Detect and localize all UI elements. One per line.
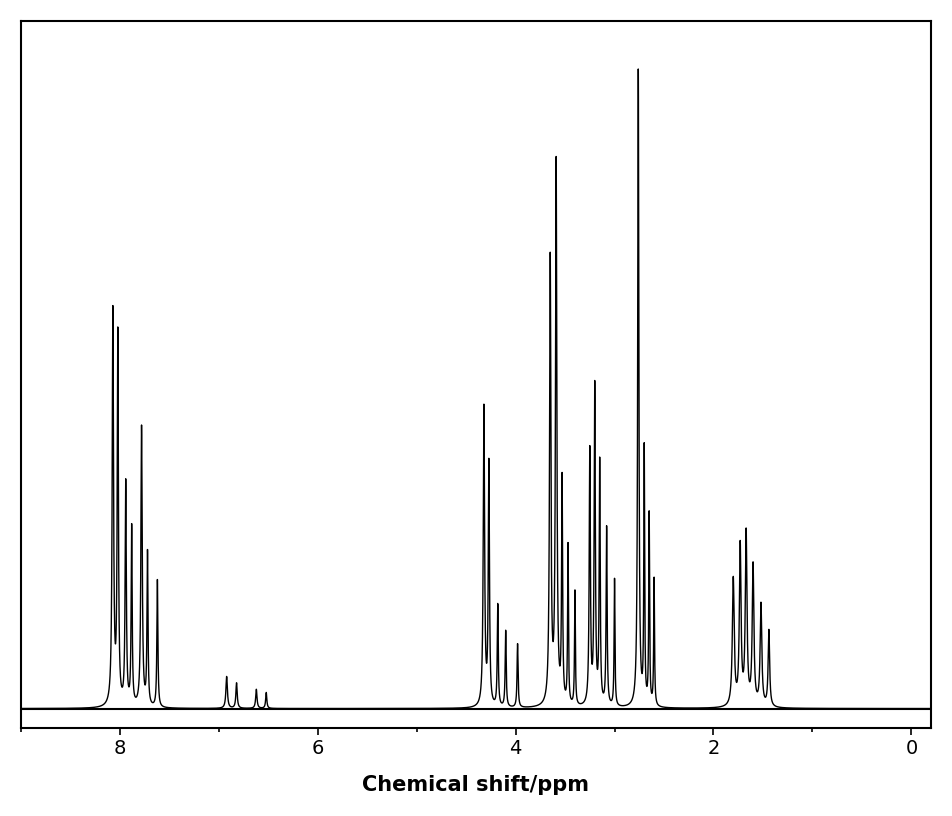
- X-axis label: Chemical shift/ppm: Chemical shift/ppm: [363, 775, 589, 795]
